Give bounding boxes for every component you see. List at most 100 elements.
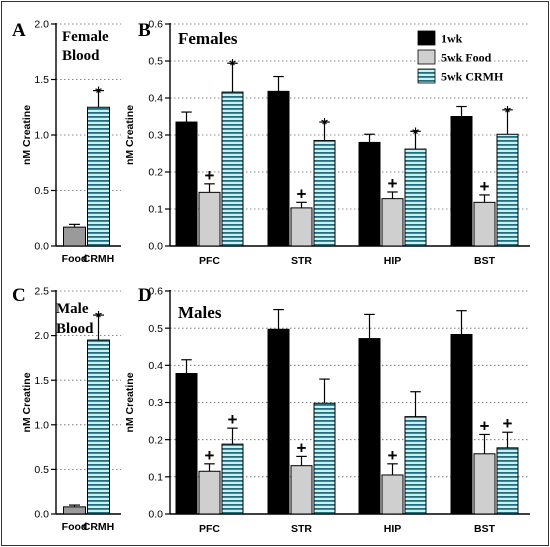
panel-letter: B: [138, 20, 151, 41]
category-label: BST: [474, 523, 496, 535]
significance-plus: +: [297, 438, 307, 457]
bar: [381, 474, 404, 515]
bar: [404, 148, 427, 247]
significance-plus: +: [503, 414, 513, 433]
y-tick-label: 0.5: [34, 185, 49, 197]
panel-b: 0.0 0.1 0.2 0.3 0.4 0.5 0.6 nM Creatine B + * PFC + *…: [124, 19, 530, 267]
y-tick-label: 2.0: [34, 19, 49, 31]
y-tick-label: 0.6: [148, 286, 163, 298]
bar: [496, 447, 519, 515]
bar: [87, 106, 110, 247]
significance-plus: +: [205, 166, 215, 185]
y-tick-label: 0.3: [148, 130, 163, 142]
bar: [358, 338, 381, 515]
bar: [313, 140, 336, 247]
panel-title-line: Female: [62, 29, 109, 45]
bar: [358, 141, 381, 247]
y-tick-label: 0.4: [148, 93, 163, 105]
y-tick-label: 2.0: [34, 330, 49, 342]
y-tick-label: 1.0: [34, 130, 49, 142]
panel-title-line: Blood: [56, 321, 94, 337]
category-label: Food: [62, 253, 88, 265]
y-tick-label: 1.5: [34, 375, 49, 387]
significance-plus: +: [228, 410, 238, 429]
bar: [267, 328, 290, 515]
category-label: HIP: [384, 523, 402, 535]
category-label: CRMH: [83, 521, 115, 533]
y-tick-label: 0.0: [34, 241, 49, 253]
category-label: STR: [291, 255, 312, 267]
category-label: PFC: [199, 255, 220, 267]
bar: [473, 453, 496, 515]
y-tick-label: 0.5: [34, 464, 49, 476]
y-tick-label: 1.0: [34, 419, 49, 431]
significance-plus: +: [205, 446, 215, 465]
bar: [473, 201, 496, 247]
legend-swatch: [417, 68, 436, 84]
y-tick-label: 0.1: [148, 471, 163, 483]
y-tick-label: 0.2: [148, 434, 163, 446]
y-tick-label: 0.5: [148, 56, 163, 68]
category-label: Food: [62, 521, 88, 533]
panel-title-line: Blood: [62, 48, 100, 64]
y-tick-label: 1.5: [34, 74, 49, 86]
significance-plus: +: [388, 446, 398, 465]
y-tick-label: 2.5: [34, 286, 49, 298]
legend: 1wk 5wk Food 5wk CRMH: [417, 30, 504, 84]
y-tick-label: 0.4: [148, 360, 163, 372]
bar: [404, 416, 427, 515]
y-tick-label: 0.0: [34, 509, 49, 521]
bar: [313, 402, 336, 515]
bar: [290, 465, 313, 515]
significance-star: *: [95, 84, 102, 104]
y-tick-label: 0.1: [148, 204, 163, 216]
significance-star: *: [95, 308, 102, 328]
panel-title-line: Male: [56, 301, 89, 317]
significance-star: *: [412, 124, 419, 144]
significance-plus: +: [480, 177, 490, 196]
y-tick-label: 0.0: [148, 241, 163, 253]
legend-swatch: [417, 49, 436, 65]
category-label: STR: [291, 523, 312, 535]
legend-label: 5wk CRMH: [441, 70, 504, 84]
category-label: BST: [474, 255, 496, 267]
bar: [381, 198, 404, 247]
y-tick-label: 0.5: [148, 323, 163, 335]
y-axis-label: nM Creatine: [21, 105, 33, 165]
y-tick-label: 0.2: [148, 167, 163, 179]
bar: [450, 116, 473, 247]
category-label: CRMH: [83, 253, 115, 265]
bar: [496, 133, 519, 247]
panel-letter: D: [138, 285, 152, 306]
bar: [198, 191, 221, 247]
bar: [198, 470, 221, 515]
significance-star: *: [504, 103, 511, 123]
bar: [63, 226, 86, 247]
significance-plus: +: [388, 174, 398, 193]
significance-star: *: [229, 56, 236, 76]
bar: [221, 91, 244, 247]
panel-d: 0.0 0.1 0.2 0.3 0.4 0.5 0.6 nM Creatine D + + PFC + S…: [124, 285, 530, 535]
bar: [175, 121, 198, 247]
y-tick-label: 0.3: [148, 397, 163, 409]
panel-title: Females: [178, 29, 238, 48]
panel-letter: C: [12, 285, 26, 306]
y-tick-label: 0.0: [148, 509, 163, 521]
legend-label: 1wk: [441, 32, 463, 46]
category-label: HIP: [384, 255, 402, 267]
legend-label: 5wk Food: [441, 51, 492, 65]
bar: [450, 333, 473, 515]
bar: [87, 339, 110, 515]
bar: [221, 443, 244, 515]
panel-c: 0.0 0.5 1.0 1.5 2.0 2.5 nM Creatine C Food * CRMH M…: [12, 285, 121, 533]
bar: [175, 373, 198, 515]
y-axis-label: nM Creatine: [124, 372, 136, 432]
significance-plus: +: [480, 416, 490, 435]
significance-star: *: [321, 115, 328, 135]
y-tick-label: 0.6: [148, 19, 163, 31]
category-label: PFC: [199, 523, 220, 535]
panel-letter: A: [12, 20, 26, 41]
y-axis-label: nM Creatine: [124, 105, 136, 165]
panel-a: 0.0 0.5 1.0 1.5 2.0 nM Creatine A Food * CRMH Fema…: [12, 19, 121, 265]
